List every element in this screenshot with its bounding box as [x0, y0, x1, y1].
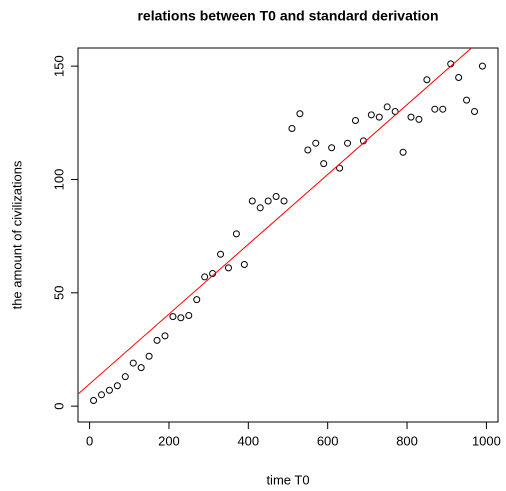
point [201, 273, 209, 281]
fit-group [78, 48, 473, 395]
point [383, 103, 391, 111]
point [232, 230, 240, 238]
chart-title: relations between T0 and standard deriva… [137, 8, 438, 24]
point [90, 396, 98, 404]
point [224, 264, 232, 272]
point [288, 124, 296, 132]
point [264, 197, 272, 205]
point [240, 260, 248, 268]
x-tick-label: 400 [237, 433, 259, 448]
y-tick-label: 150 [51, 55, 66, 77]
point [391, 107, 399, 115]
point [169, 313, 177, 321]
point [471, 107, 479, 115]
point [113, 382, 121, 390]
point [328, 144, 336, 152]
x-tick-label: 800 [396, 433, 418, 448]
point [431, 105, 439, 113]
fit-line [78, 48, 473, 395]
point [367, 111, 375, 119]
point [185, 311, 193, 319]
point [153, 336, 161, 344]
point [97, 391, 105, 399]
point [375, 113, 383, 121]
x-axis-label: time T0 [266, 472, 309, 487]
x-tick-label: 600 [317, 433, 339, 448]
x-tick-label: 200 [158, 433, 180, 448]
point [193, 296, 201, 304]
point [248, 197, 256, 205]
y-tick-label: 0 [51, 403, 66, 410]
plot-box [77, 47, 499, 423]
point [336, 164, 344, 172]
point [177, 314, 185, 322]
y-tick-label: 50 [51, 286, 66, 300]
point [455, 73, 463, 81]
point [272, 192, 280, 200]
point [351, 117, 359, 125]
point [423, 76, 431, 84]
point [344, 139, 352, 147]
point [463, 96, 471, 104]
point [304, 146, 312, 154]
point [296, 110, 304, 118]
point [478, 62, 486, 70]
point [312, 139, 320, 147]
point [145, 352, 153, 360]
point [121, 373, 129, 381]
point [105, 386, 113, 394]
point [320, 160, 328, 168]
y-axis-label: the amount of civilizations [9, 160, 24, 309]
point [256, 204, 264, 212]
point [399, 148, 407, 156]
point [129, 359, 137, 367]
y-tick-label: 100 [51, 169, 66, 191]
point [439, 105, 447, 113]
point [280, 197, 288, 205]
x-tick-label: 1000 [472, 433, 501, 448]
point [161, 332, 169, 340]
point [217, 250, 225, 258]
point [137, 364, 145, 372]
point [415, 115, 423, 123]
point [407, 113, 415, 121]
x-tick-label: 0 [86, 433, 93, 448]
